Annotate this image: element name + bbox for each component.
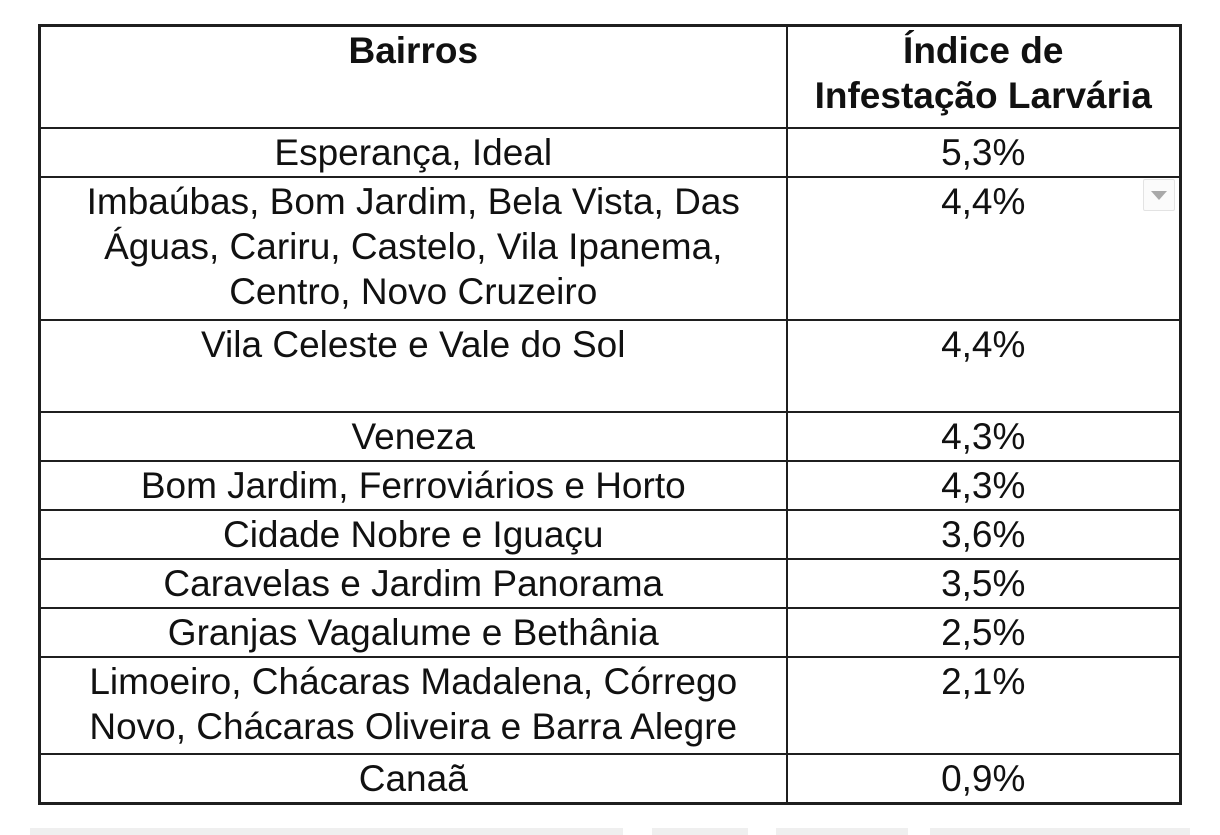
table-cell-bairros: Imbaúbas, Bom Jardim, Bela Vista, Das Ág…: [38, 175, 788, 321]
table-cell-indice: 5,3%: [785, 126, 1182, 178]
table-cell-indice: 3,6%: [785, 508, 1182, 560]
table-row: Vila Celeste e Vale do Sol 4,4%: [38, 318, 1182, 413]
table-cell-bairros: Limoeiro, Chácaras Madalena, Córrego Nov…: [38, 655, 788, 755]
table-cell-bairros: Veneza: [38, 410, 788, 462]
table-row: Veneza 4,3%: [38, 410, 1182, 462]
table-cell-indice: 2,5%: [785, 606, 1182, 658]
table-row: Caravelas e Jardim Panorama 3,5%: [38, 557, 1182, 609]
page-edge-artifact: [652, 828, 748, 835]
table-cell-bairros: Canaã: [38, 752, 788, 804]
table-row: Granjas Vagalume e Bethânia 2,5%: [38, 606, 1182, 658]
table-cell-bairros: Bom Jardim, Ferroviários e Horto: [38, 459, 788, 511]
table-cell-indice: 2,1%: [785, 655, 1182, 755]
page-edge-artifact: [776, 828, 908, 835]
table-cell-indice: 4,4%: [785, 175, 1182, 321]
page-edge-artifact: [930, 828, 1190, 835]
table-header-row: Bairros Índice de Infestação Larvária: [38, 24, 1182, 129]
table-cell-bairros: Cidade Nobre e Iguaçu: [38, 508, 788, 560]
table-cell-indice: 4,4%: [785, 318, 1182, 413]
infestation-table: Bairros Índice de Infestação Larvária Es…: [38, 24, 1182, 805]
table-row: Imbaúbas, Bom Jardim, Bela Vista, Das Ág…: [38, 175, 1182, 321]
table-row: Cidade Nobre e Iguaçu 3,6%: [38, 508, 1182, 560]
table-cell-bairros: Granjas Vagalume e Bethânia: [38, 606, 788, 658]
dropdown-button[interactable]: [1143, 179, 1175, 211]
table-cell-indice: 4,3%: [785, 459, 1182, 511]
table-cell-indice: 3,5%: [785, 557, 1182, 609]
table-row: Esperança, Ideal 5,3%: [38, 126, 1182, 178]
table-cell-bairros: Esperança, Ideal: [38, 126, 788, 178]
table-row: Limoeiro, Chácaras Madalena, Córrego Nov…: [38, 655, 1182, 755]
chevron-down-icon: [1151, 190, 1167, 200]
column-header-indice: Índice de Infestação Larvária: [785, 24, 1182, 129]
table-cell-bairros: Caravelas e Jardim Panorama: [38, 557, 788, 609]
table-cell-bairros: Vila Celeste e Vale do Sol: [38, 318, 788, 413]
table-cell-indice: 0,9%: [785, 752, 1182, 804]
table-cell-indice: 4,3%: [785, 410, 1182, 462]
table-row: Bom Jardim, Ferroviários e Horto 4,3%: [38, 459, 1182, 511]
page-edge-artifact: [30, 828, 623, 835]
table-row: Canaã 0,9%: [38, 752, 1182, 804]
column-header-bairros: Bairros: [38, 24, 788, 129]
